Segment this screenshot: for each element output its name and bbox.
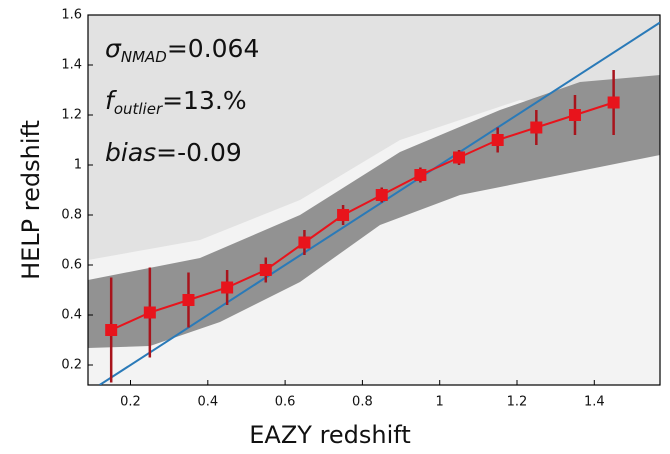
median-marker	[182, 294, 195, 306]
x-tick-label: 0.4	[197, 395, 218, 410]
density-cloud	[88, 15, 660, 385]
y-tick-label: 1.6	[61, 8, 82, 23]
median-marker	[530, 121, 543, 134]
y-tick-label: 0.4	[61, 308, 82, 323]
x-tick-label: 0.2	[120, 395, 141, 410]
median-marker	[221, 281, 234, 294]
median-marker	[143, 306, 156, 319]
x-axis-label: EAZY redshift	[249, 421, 410, 449]
median-marker	[453, 151, 466, 164]
annotation-value: =13.%	[162, 86, 246, 115]
y-tick-label: 0.2	[61, 358, 82, 373]
y-axis-label: HELP redshift	[17, 120, 45, 280]
median-marker	[298, 236, 311, 249]
median-marker	[375, 189, 388, 201]
annotation: bias=-0.09	[105, 138, 242, 167]
median-marker	[337, 209, 350, 221]
x-tick-label: 1.4	[584, 395, 605, 410]
median-marker	[607, 96, 620, 109]
median-marker	[259, 264, 272, 276]
median-line	[110, 101, 614, 331]
y-tick-label: 0.8	[61, 208, 82, 223]
annotation-subscript: NMAD	[121, 48, 167, 66]
y-tick-label: 1.4	[61, 58, 82, 73]
median-marker	[105, 324, 118, 336]
plot-frame	[87, 14, 661, 386]
annotation-subscript: outlier	[114, 100, 163, 118]
annotation-symbol: σ	[105, 34, 122, 63]
annotation-symbol: bias	[105, 138, 156, 167]
median-marker	[414, 169, 427, 181]
y-tick-label: 1.2	[61, 108, 82, 123]
annotation-value: =0.064	[167, 34, 260, 63]
annotation: foutlier=13.%	[105, 86, 247, 118]
y-tick-label: 0.6	[61, 258, 82, 273]
identity-line-group	[99, 21, 660, 385]
x-tick-label: 0.6	[275, 395, 296, 410]
x-tick-label: 1	[436, 395, 444, 410]
identity-line	[99, 21, 660, 385]
annotation: σNMAD=0.064	[105, 34, 259, 66]
x-tick-label: 1.2	[507, 395, 528, 410]
median-marker	[568, 109, 581, 121]
y-tick-label: 1	[74, 158, 82, 173]
median-marker	[491, 134, 504, 146]
annotation-value: =-0.09	[156, 138, 242, 167]
x-tick-label: 0.8	[352, 395, 373, 410]
